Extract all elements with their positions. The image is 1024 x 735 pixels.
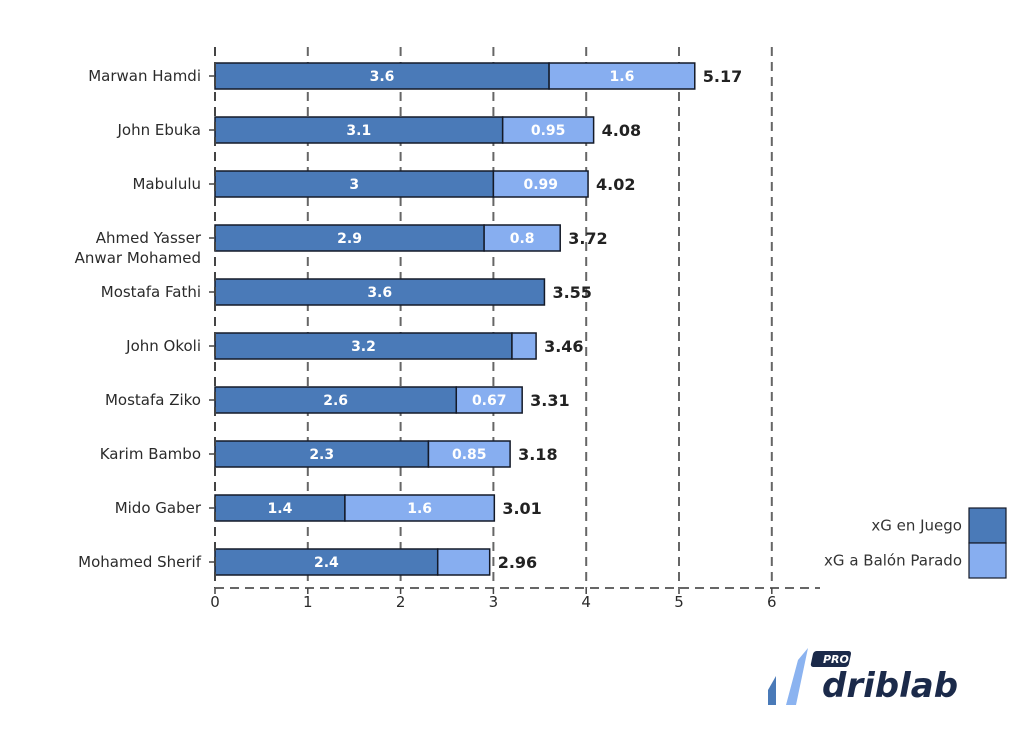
- bar-segment-xg-en-juego: [214, 278, 546, 306]
- legend-label: xG en Juego: [871, 517, 962, 535]
- bar-total-label: 5.17: [703, 67, 742, 86]
- x-tick-label: 6: [767, 593, 777, 611]
- bar-segment-xg-en-juego: [214, 224, 485, 252]
- category-label: Anwar Mohamed: [75, 249, 201, 267]
- category-label: Mostafa Fathi: [101, 283, 201, 301]
- bar-value-label: 3.6: [367, 285, 392, 301]
- category-label: Mohamed Sherif: [78, 553, 202, 571]
- x-tick-label: 0: [210, 593, 220, 611]
- bar-segment-xg-balon-parado: [436, 548, 491, 576]
- bar-segment-xg-balon-parado: [501, 116, 595, 144]
- x-tick-label: 4: [581, 593, 591, 611]
- bar-segment-xg-en-juego: [214, 170, 495, 198]
- bar-total-label: 4.08: [602, 121, 641, 140]
- logo-mark-left: [768, 676, 776, 705]
- bars: 3.6 1.6 5.17 3.1 0.95 4.08 3 0.99 4.02 2.9 0.8 3.72…: [214, 62, 742, 576]
- category-label: Mostafa Ziko: [105, 391, 201, 409]
- x-tick-label: 5: [674, 593, 684, 611]
- axes: 0 1 2 3 4 5 6 Marwan Hamdi John Ebuka Mabululu Ahm…: [75, 47, 820, 611]
- category-label: Mido Gaber: [115, 499, 202, 517]
- bar-value-label: 0.85: [452, 447, 487, 463]
- x-tick-label: 2: [396, 593, 406, 611]
- bar-segment-xg-balon-parado: [427, 440, 511, 468]
- category-label: Marwan Hamdi: [88, 67, 201, 85]
- bar-total-label: 3.46: [544, 337, 583, 356]
- logo-badge-bg: [810, 651, 852, 667]
- bar-total-label: 4.02: [596, 175, 635, 194]
- bar-total-label: 3.72: [568, 229, 607, 248]
- bar-value-label: 2.9: [337, 231, 362, 247]
- bar-segment-xg-en-juego: [214, 548, 439, 576]
- bar-value-label: 1.4: [268, 501, 293, 517]
- bar-segment-xg-en-juego: [214, 62, 550, 90]
- bar-total-label: 3.55: [552, 283, 591, 302]
- legend: xG en Juego xG a Balón Parado: [824, 507, 1007, 579]
- bar-value-label: 2.6: [323, 393, 348, 409]
- legend-swatch: [968, 507, 1007, 544]
- bar-total-label: 2.96: [498, 553, 537, 572]
- category-label: Ahmed Yasser: [96, 229, 202, 247]
- bar-total-label: 3.18: [518, 445, 557, 464]
- legend-label: xG a Balón Parado: [824, 552, 962, 570]
- category-label: John Ebuka: [116, 121, 201, 139]
- bar-value-label: 3: [349, 177, 359, 193]
- bar-value-label: 1.6: [610, 69, 635, 85]
- category-label: Karim Bambo: [100, 445, 201, 463]
- logo-badge: PRO: [823, 653, 849, 666]
- bar-segment-xg-balon-parado: [455, 386, 523, 414]
- bar-value-label: 1.6: [407, 501, 432, 517]
- bar-segment-xg-balon-parado: [344, 494, 496, 522]
- bar-value-label: 3.1: [346, 123, 371, 139]
- x-tick-label: 3: [489, 593, 499, 611]
- bar-segment-xg-en-juego: [214, 332, 513, 360]
- category-label: Mabululu: [132, 175, 201, 193]
- bar-segment-xg-balon-parado: [492, 170, 589, 198]
- bar-value-label: 3.2: [351, 339, 376, 355]
- bar-value-label: 2.3: [309, 447, 334, 463]
- bar-value-label: 2.4: [314, 555, 339, 571]
- logo-text: driblab: [822, 666, 958, 706]
- bar-value-label: 0.67: [472, 393, 507, 409]
- bar-segment-xg-balon-parado: [511, 332, 537, 360]
- bar-value-label: 0.8: [510, 231, 535, 247]
- legend-swatch: [968, 542, 1007, 579]
- x-tick-label: 1: [303, 593, 313, 611]
- bar-segment-xg-en-juego: [214, 386, 458, 414]
- bar-value-label: 0.95: [531, 123, 566, 139]
- bar-total-label: 3.01: [502, 499, 541, 518]
- bar-total-label: 3.31: [530, 391, 569, 410]
- bar-segment-xg-balon-parado: [548, 62, 696, 90]
- bar-segment-xg-balon-parado: [483, 224, 561, 252]
- bar-value-label: 3.6: [370, 69, 395, 85]
- driblab-logo: driblab PRO: [768, 648, 958, 706]
- logo-mark-right: [786, 648, 808, 705]
- category-label: John Okoli: [125, 337, 201, 355]
- bar-value-label: 0.99: [523, 177, 558, 193]
